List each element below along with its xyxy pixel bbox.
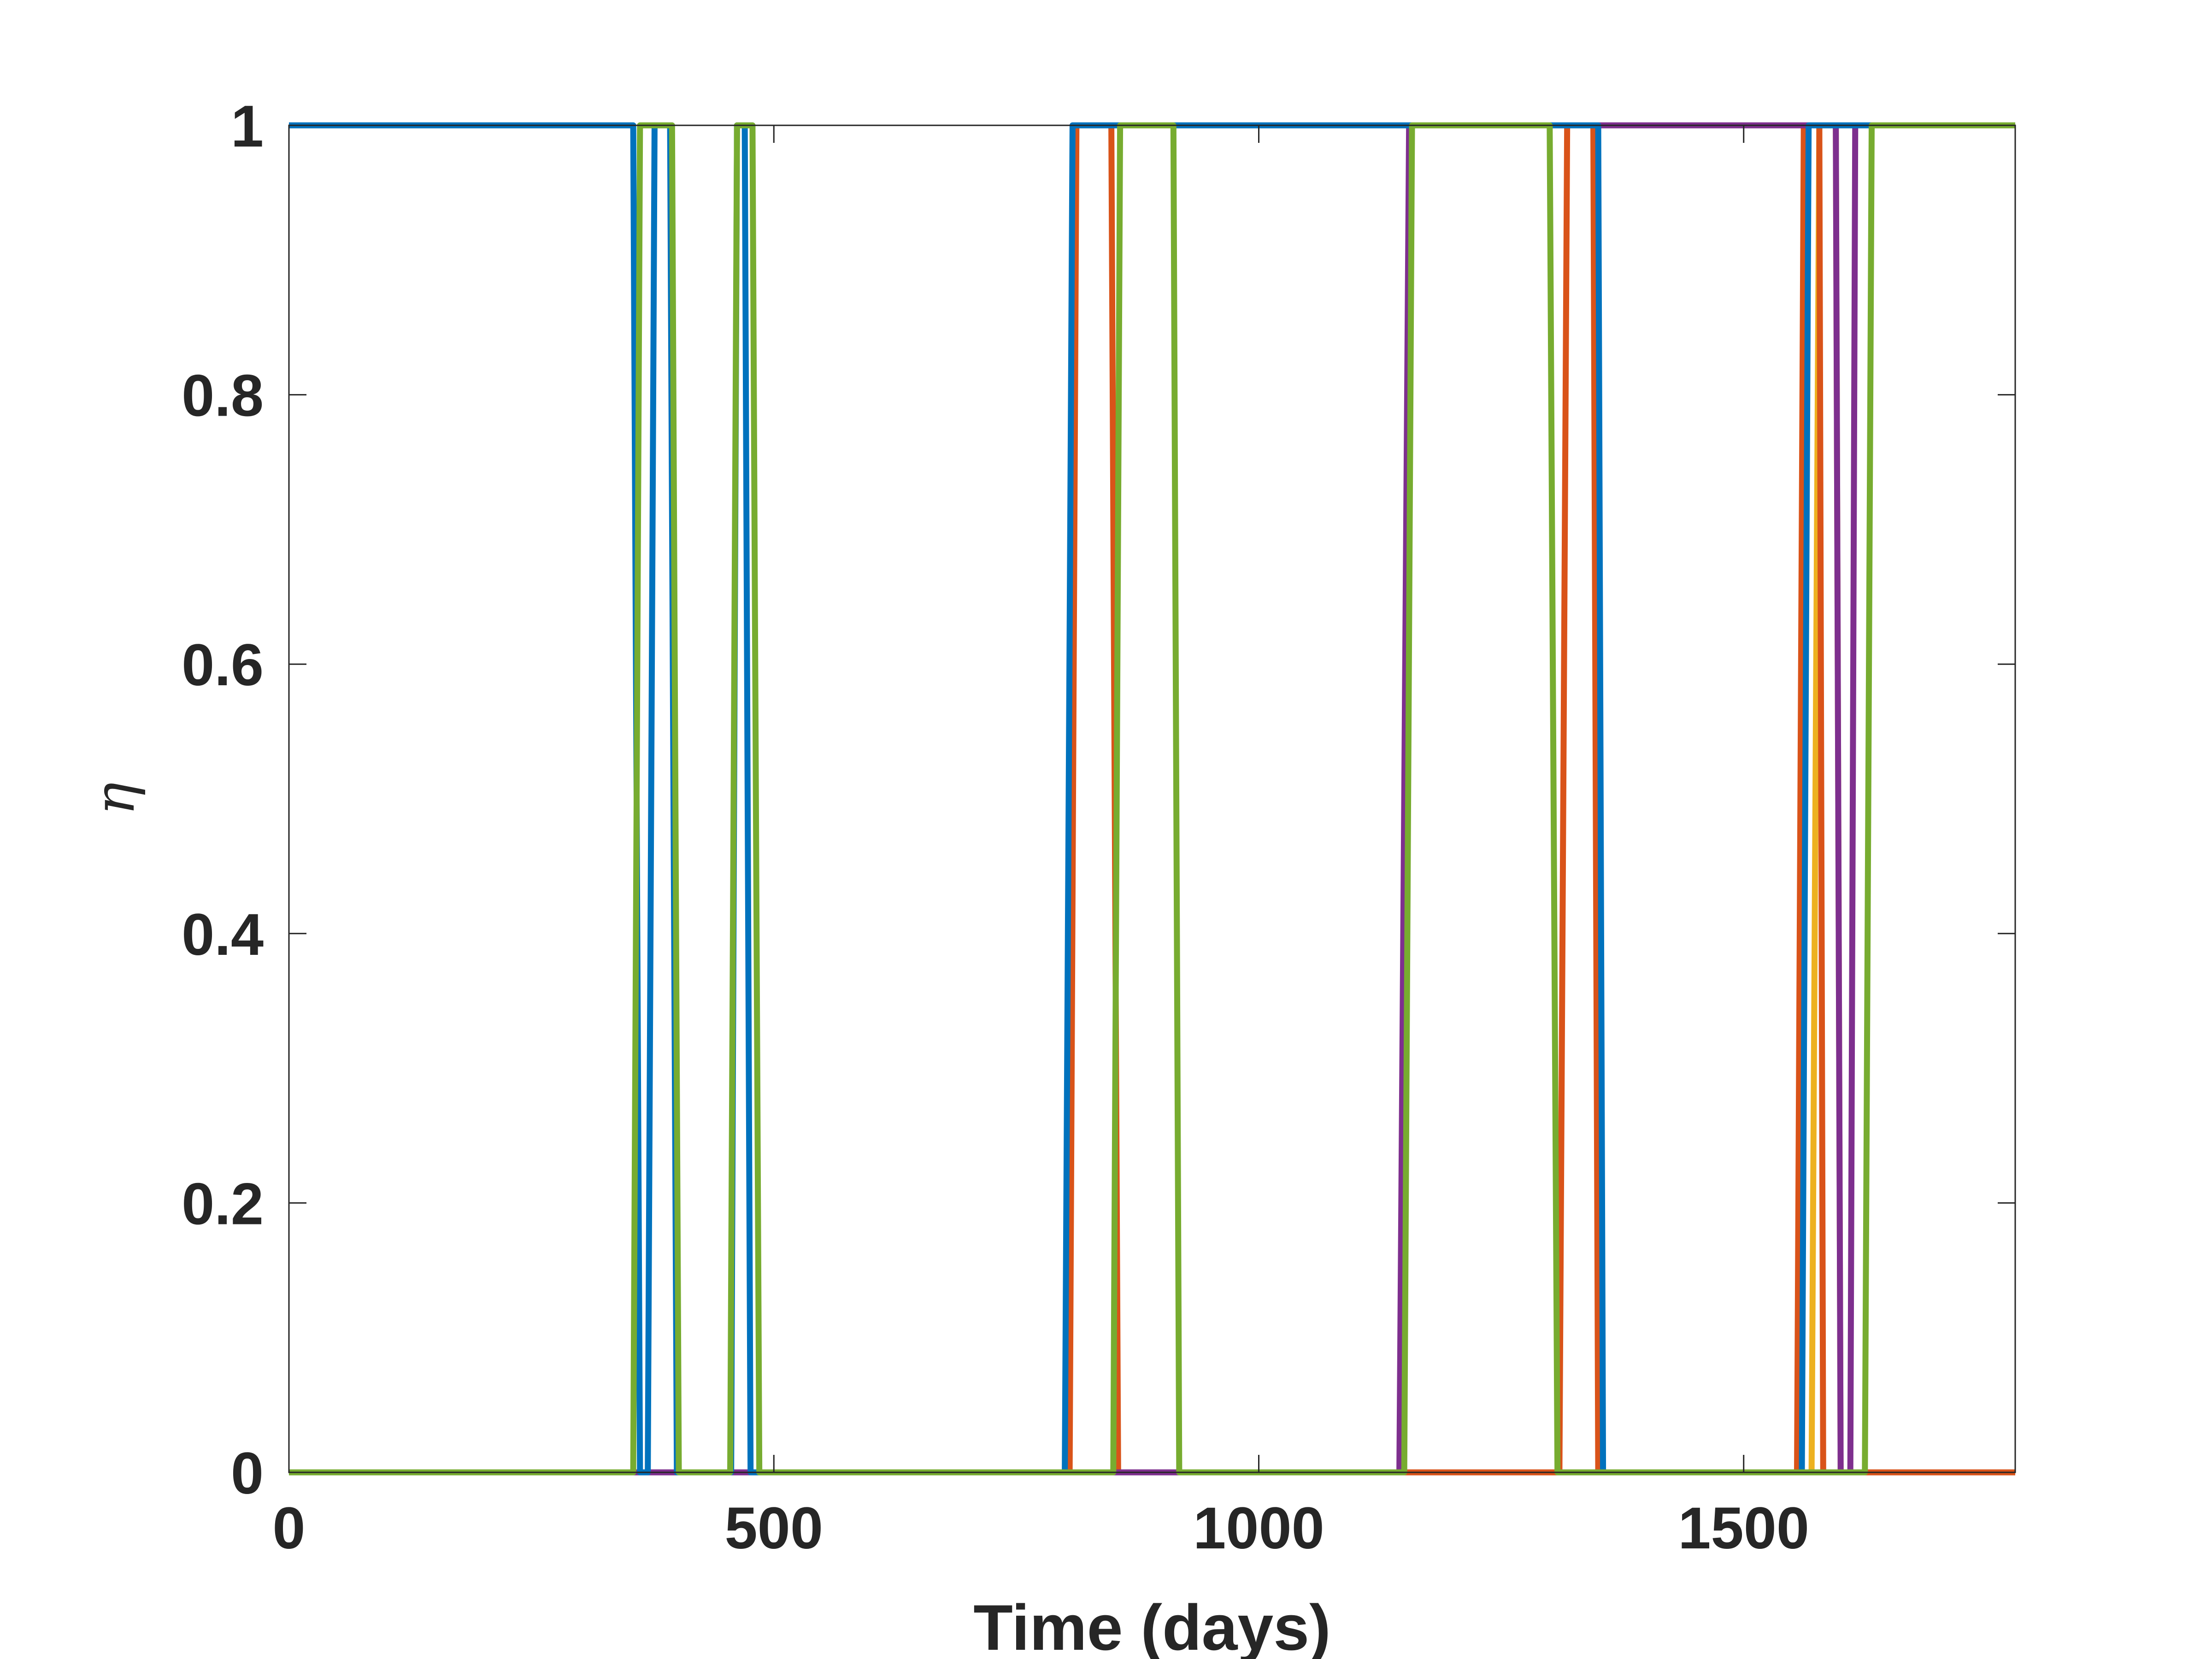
y-tick-label: 1 [231, 94, 264, 159]
y-tick-label: 0.6 [182, 632, 264, 698]
x-axis-label: Time (days) [973, 1591, 1330, 1659]
plot-area [289, 125, 2015, 1472]
series-line-3 [289, 122, 2015, 1476]
y-tick-label: 0.2 [182, 1171, 264, 1237]
axes-box [288, 124, 2016, 1473]
x-tick-label: 0 [272, 1495, 305, 1561]
x-tick-label: 1000 [1193, 1495, 1324, 1561]
y-axis-label: η [83, 782, 147, 816]
series-line-5 [289, 122, 2015, 1476]
y-tick-label: 0.4 [182, 902, 264, 968]
tick-layer: 0 500 1000 1500 0 0.2 0.4 0.6 0.8 1 [182, 94, 2015, 1561]
y-tick-label: 0 [231, 1441, 264, 1506]
x-tick-label: 1500 [1678, 1495, 1809, 1561]
x-tick-label: 500 [724, 1495, 823, 1561]
y-tick-label: 0.8 [182, 363, 264, 429]
